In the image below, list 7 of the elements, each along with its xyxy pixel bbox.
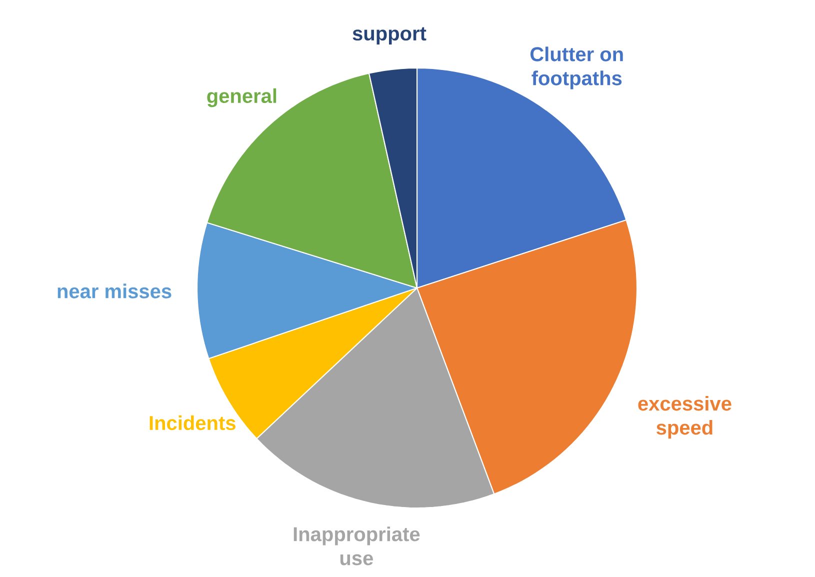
slice-label: Incidents (150, 415, 236, 430)
slice-label: Inappropriate use (294, 526, 420, 566)
slice-label: excessive speed (638, 396, 732, 439)
slice-label: near misses (58, 284, 172, 298)
slice-label: general (207, 88, 276, 108)
slice-label: support (352, 27, 426, 44)
slice-label: Clutter on footpaths (530, 46, 623, 90)
